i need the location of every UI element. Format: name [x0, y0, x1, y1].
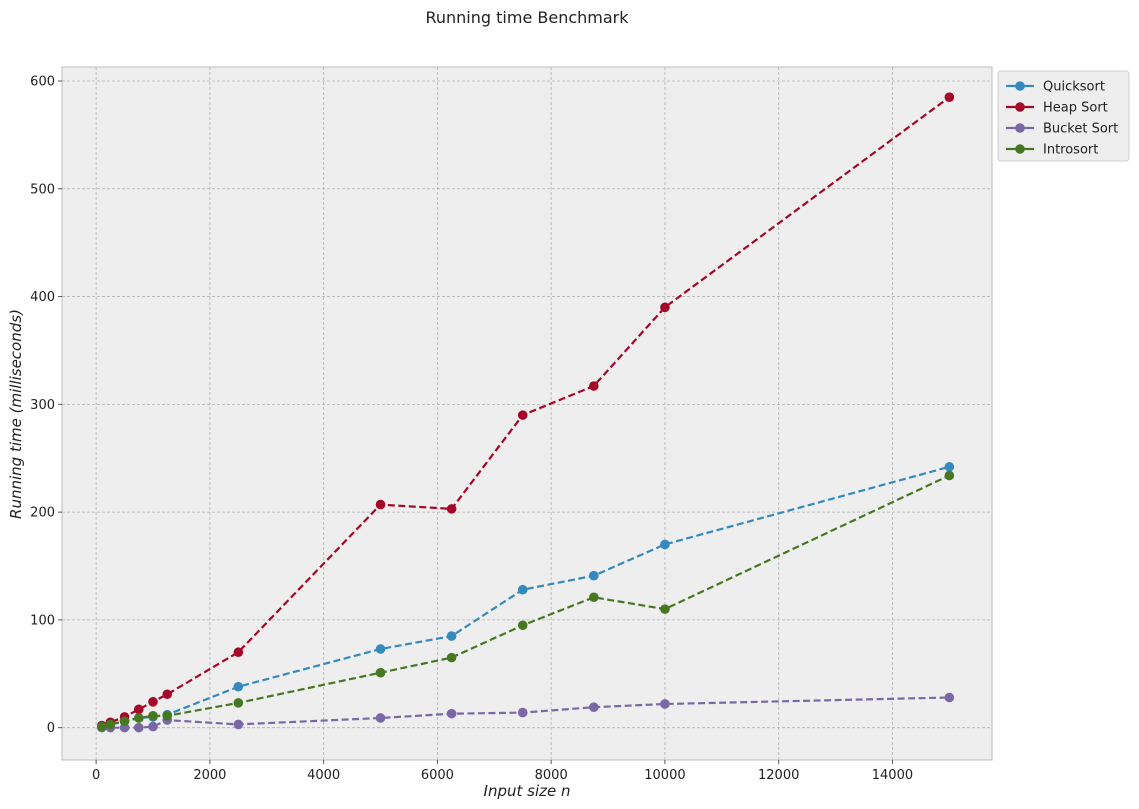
data-point-introsort [133, 713, 144, 723]
y-tick-label: 100 [30, 613, 55, 628]
data-point-introsort [162, 711, 173, 721]
data-point-introsort [944, 470, 955, 481]
data-point-heap-sort [133, 704, 144, 715]
data-point-introsort [517, 620, 528, 631]
legend-box [997, 70, 1130, 162]
legend-swatch-marker [1015, 123, 1025, 133]
data-point-bucket-sort [148, 721, 158, 732]
x-tick-label: 6000 [421, 768, 454, 783]
data-point-heap-sort [589, 381, 599, 391]
data-point-introsort [375, 667, 386, 678]
data-point-bucket-sort [133, 722, 144, 733]
data-point-heap-sort [148, 697, 158, 707]
legend-item-introsort: Introsort [1006, 143, 1098, 158]
y-axis-ticks: 0 100 200 300 400 500 600 [30, 75, 62, 736]
legend-item-heap-sort: Heap Sort [1006, 101, 1108, 116]
data-point-heap-sort [233, 647, 244, 658]
y-tick-label: 0 [47, 721, 55, 736]
series-group [97, 92, 955, 733]
data-point-bucket-sort [375, 713, 386, 723]
x-axis-ticks: 0 2000 4000 6000 8000 10000 12000 14000 [92, 760, 913, 783]
x-tick-label: 12000 [758, 768, 799, 783]
x-axis-label: Input size n [484, 782, 571, 800]
x-tick-label: 14000 [872, 768, 913, 783]
data-point-bucket-sort [233, 719, 244, 730]
data-point-bucket-sort [944, 692, 955, 703]
legend-swatch-marker [1015, 144, 1025, 154]
legend-label: Heap Sort [1043, 101, 1108, 116]
data-point-introsort [660, 604, 670, 614]
data-point-quicksort [660, 539, 670, 550]
chart-title: Running time Benchmark [425, 8, 629, 27]
data-point-introsort [105, 719, 116, 730]
legend-label: Bucket Sort [1043, 122, 1118, 137]
data-point-heap-sort [660, 302, 670, 313]
x-tick-label: 2000 [193, 768, 226, 783]
x-tick-label: 4000 [307, 768, 340, 783]
data-point-quicksort [446, 631, 457, 641]
data-point-bucket-sort [517, 707, 528, 718]
legend-label: Introsort [1043, 143, 1098, 158]
legend-item-quicksort: Quicksort [1006, 80, 1105, 95]
data-point-heap-sort [944, 92, 955, 102]
data-point-introsort [233, 698, 244, 708]
x-tick-label: 0 [92, 768, 100, 783]
data-point-introsort [97, 721, 107, 732]
data-point-quicksort [375, 644, 386, 654]
data-point-introsort [119, 716, 130, 727]
legend: Quicksort Heap Sort Bucket Sort Introsort [997, 70, 1130, 162]
y-tick-label: 600 [30, 75, 55, 90]
y-tick-label: 500 [30, 182, 55, 197]
data-point-introsort [589, 592, 599, 603]
x-tick-label: 8000 [535, 768, 568, 783]
legend-swatch-marker [1015, 81, 1025, 91]
legend-swatch-marker [1015, 102, 1025, 112]
data-point-introsort [446, 652, 457, 663]
data-point-bucket-sort [660, 699, 670, 709]
y-tick-label: 200 [30, 506, 55, 521]
y-tick-label: 300 [30, 398, 55, 413]
data-point-heap-sort [375, 499, 386, 510]
data-point-quicksort [944, 462, 955, 472]
data-point-quicksort [589, 570, 599, 581]
data-point-heap-sort [446, 504, 457, 514]
data-point-heap-sort [162, 689, 173, 700]
x-tick-label: 10000 [644, 768, 685, 783]
y-axis-label: Running time (milliseconds) [7, 309, 25, 519]
legend-label: Quicksort [1043, 80, 1105, 95]
gridlines [62, 67, 992, 760]
data-point-quicksort [517, 584, 528, 595]
legend-item-bucket-sort: Bucket Sort [1006, 122, 1118, 137]
data-point-introsort [148, 711, 158, 721]
data-point-heap-sort [517, 410, 528, 420]
data-point-bucket-sort [446, 708, 457, 719]
data-point-quicksort [233, 681, 244, 692]
y-tick-label: 400 [30, 290, 55, 305]
series-introsort [97, 470, 955, 732]
data-point-bucket-sort [589, 702, 599, 712]
